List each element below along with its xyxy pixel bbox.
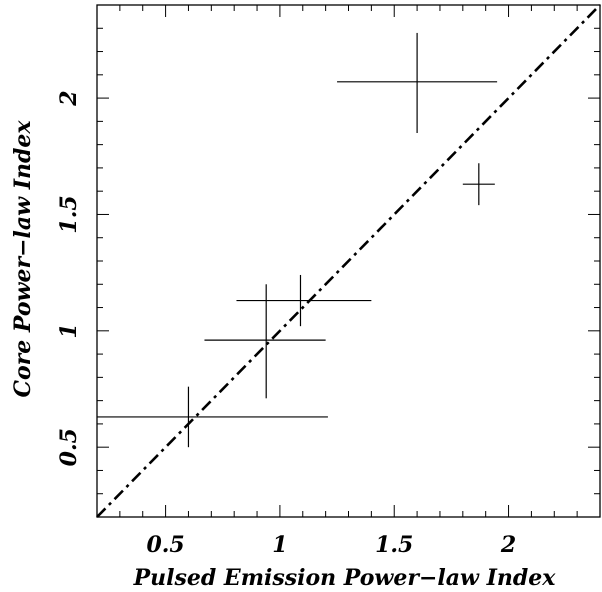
x-axis-label: Pulsed Emission Power−law Index [133,565,557,591]
ticks-layer [96,4,601,518]
y-tick-label: 1 [56,323,82,338]
data-point [204,284,326,399]
reference-line [96,4,601,518]
reference-line-layer [96,4,601,518]
x-tick-label: 1 [272,532,287,558]
y-tick-label: 0.5 [56,428,82,466]
y-tick-label: 2 [56,90,82,106]
y-tick-label: 1.5 [56,195,82,233]
x-tick-label: 0.5 [146,532,184,558]
data-point [236,274,372,327]
x-tick-label: 1.5 [375,532,413,558]
y-axis-label: Core Power−law Index [10,120,36,398]
data-points-layer [97,32,498,448]
data-point [337,32,498,133]
data-point [462,163,495,206]
data-point [97,386,328,448]
x-tick-label: 2 [500,532,516,558]
labels-layer: Pulsed Emission Power−law Index Core Pow… [10,90,556,591]
